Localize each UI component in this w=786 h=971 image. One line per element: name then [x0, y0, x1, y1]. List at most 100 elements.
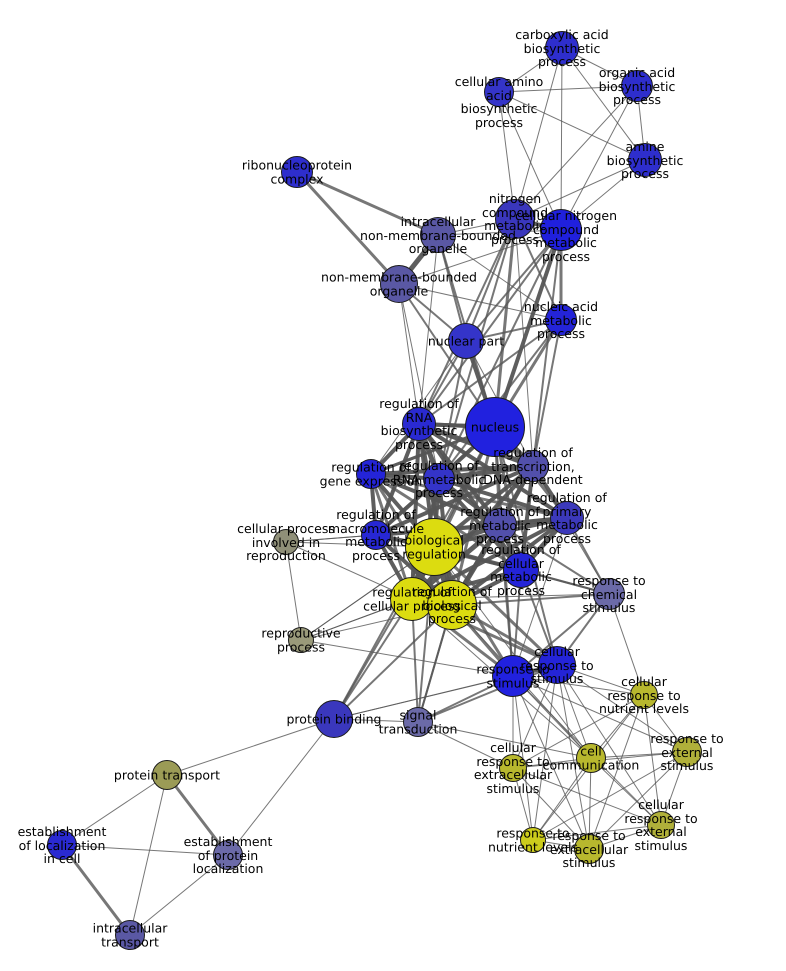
graph-node-biological-regulation[interactable] — [405, 518, 463, 576]
graph-node-organic-acid-biosynthetic-process[interactable] — [621, 70, 653, 102]
graph-edge — [398, 283, 420, 425]
graph-node-cellular-response-to-external-stimulus[interactable] — [647, 811, 675, 839]
graph-node-response-to-nutrient-levels[interactable] — [520, 827, 546, 853]
graph-edge — [499, 524, 610, 595]
graph-node-nuclear-part[interactable] — [448, 323, 484, 359]
graph-node-response-to-extracellular-stimulus[interactable] — [574, 834, 604, 864]
graph-node-regulation-of-biological-process[interactable] — [427, 580, 477, 630]
graph-node-nitrogen-compound-metabolic-process[interactable] — [495, 199, 535, 239]
graph-edge — [512, 767, 590, 850]
graph-node-cellular-nitrogen-compound-metabolic-process[interactable] — [540, 209, 582, 251]
graph-edge — [608, 593, 645, 696]
graph-edge — [417, 721, 592, 759]
graph-edge — [285, 541, 302, 641]
graph-node-cellular-response-to-nutrient-levels[interactable] — [630, 681, 658, 709]
graph-edge — [398, 283, 562, 321]
graph-node-regulation-of-primary-metabolic-process[interactable] — [550, 501, 584, 535]
graph-edge — [494, 426, 558, 666]
graph-edge — [451, 593, 610, 606]
graph-node-regulation-of-gene-expression[interactable] — [356, 459, 386, 489]
graph-edge — [532, 757, 592, 841]
graph-node-regulation-of-transcription-dna-dependent[interactable] — [517, 450, 549, 482]
graph-edge — [590, 757, 662, 826]
graph-node-signal-transduction[interactable] — [403, 707, 433, 737]
graph-edge — [465, 229, 562, 342]
graph-node-amine-biosynthetic-process[interactable] — [628, 143, 662, 177]
graph-edge — [532, 751, 688, 841]
graph-edge — [60, 843, 132, 937]
graph-node-cell-communication[interactable] — [576, 743, 606, 773]
graph-edge — [418, 218, 516, 425]
graph-edge — [512, 675, 590, 850]
graph-edge — [166, 718, 335, 776]
graph-node-regulation-of-macromolecule-metabolic-process[interactable] — [361, 520, 391, 550]
graph-node-establishment-of-localization-in-cell[interactable] — [47, 830, 77, 860]
graph-node-regulation-of-rna-biosynthetic-process[interactable] — [402, 407, 436, 441]
graph-node-response-to-stimulus[interactable] — [492, 655, 534, 697]
graph-edge — [556, 664, 688, 753]
graph-node-protein-binding[interactable] — [315, 700, 353, 738]
graph-edge — [398, 229, 562, 285]
graph-node-nucleus[interactable] — [465, 397, 525, 457]
graph-edge — [61, 844, 229, 856]
graph-edge — [227, 718, 335, 856]
graph-edge — [333, 426, 496, 720]
graph-node-reproductive-process[interactable] — [288, 627, 314, 653]
graph-edge — [295, 170, 440, 237]
graph-node-ribonucleoprotein-complex[interactable] — [281, 156, 313, 188]
graph-node-cellular-amino-acid-biosynthetic-process[interactable] — [484, 77, 514, 107]
graph-node-intracellular-transport[interactable] — [115, 920, 145, 950]
graph-edge — [418, 229, 562, 425]
graph-node-intracellular-non-membrane-bounded-organelle[interactable] — [420, 217, 456, 253]
graph-edge — [532, 824, 662, 841]
graph-node-regulation-of-cellular-process[interactable] — [390, 577, 434, 621]
graph-edge — [512, 694, 645, 769]
graph-edge — [417, 546, 435, 723]
graph-edge — [369, 472, 502, 527]
graph-node-protein-transport[interactable] — [152, 760, 182, 790]
graph-node-response-to-external-stimulus[interactable] — [672, 737, 702, 767]
graph-edge — [514, 85, 638, 220]
graph-edge — [560, 85, 638, 231]
graph-node-regulation-of-cellular-metabolic-process[interactable] — [503, 552, 539, 588]
graph-edge — [512, 675, 688, 753]
graph-edge — [532, 664, 558, 841]
graph-edge — [532, 319, 562, 467]
graph-edge — [498, 91, 516, 220]
graph-node-cellular-response-to-stimulus[interactable] — [538, 646, 576, 684]
graph-edge — [295, 170, 401, 286]
graph-edge — [493, 217, 517, 429]
graph-node-non-membrane-bounded-organelle[interactable] — [380, 265, 418, 303]
graph-edge — [560, 47, 563, 231]
graph-edge — [129, 774, 168, 936]
graph-edge — [514, 47, 563, 220]
graph-edge — [437, 234, 562, 321]
graph-edge — [512, 767, 662, 826]
graph-edge — [333, 604, 453, 720]
graph-node-carboxylic-acid-biosynthetic-process[interactable] — [545, 31, 579, 65]
graph-edge — [61, 774, 168, 846]
graph-edge — [512, 517, 568, 677]
graph-edge — [588, 694, 645, 850]
graph-node-establishment-of-protein-localization[interactable] — [213, 840, 243, 870]
graph-edge — [514, 159, 646, 220]
graph-node-cellular-process-involved-in-reproduction[interactable] — [273, 529, 299, 555]
graph-node-nucleic-acid-metabolic-process[interactable] — [545, 304, 577, 336]
graph-edge — [532, 229, 562, 467]
graph-edge — [556, 664, 590, 850]
graph-edge — [465, 218, 516, 342]
graph-edge — [588, 751, 688, 850]
graph-edge — [129, 854, 229, 936]
graph-edge — [643, 694, 662, 826]
graph-node-regulation-of-rna-metabolic-process[interactable] — [423, 463, 455, 495]
graph-edge — [165, 773, 230, 857]
graph-node-response-to-chemical-stimulus[interactable] — [593, 578, 625, 610]
graph-edge — [498, 85, 638, 93]
graph-node-cellular-response-to-extracellular-stimulus[interactable] — [499, 754, 527, 782]
graph-edge — [498, 91, 646, 161]
graph-node-regulation-of-metabolic-process[interactable] — [483, 508, 517, 542]
graph-edge — [514, 218, 534, 467]
graph-edge — [333, 598, 413, 720]
graph-edge — [512, 675, 645, 696]
